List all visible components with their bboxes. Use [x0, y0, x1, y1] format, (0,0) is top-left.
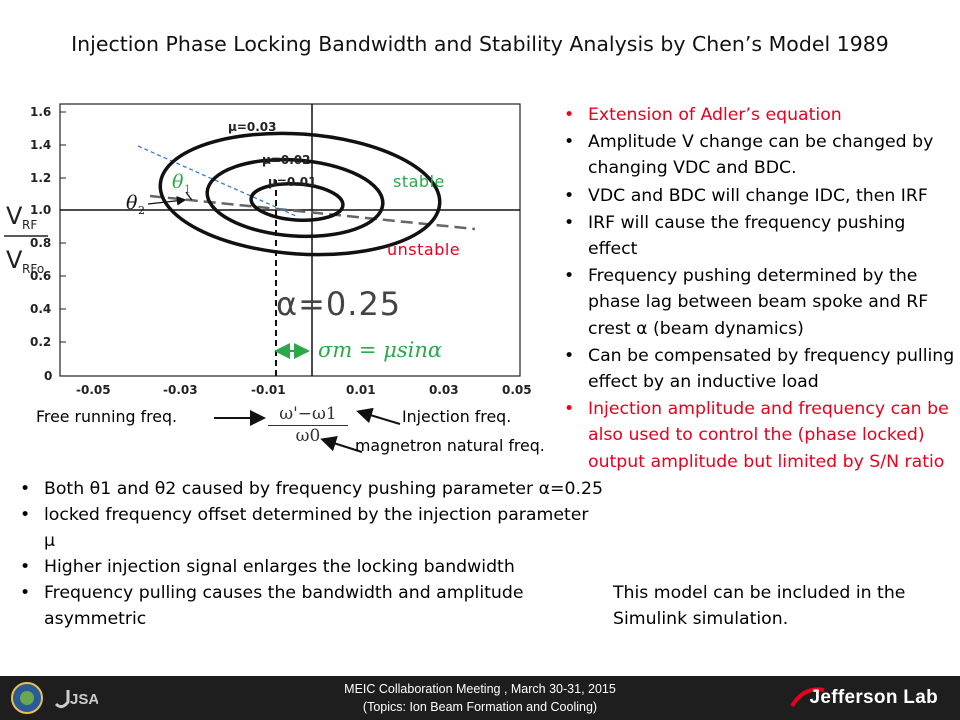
left-bullet: Higher injection signal enlarges the loc…	[14, 554, 604, 580]
right-bullet: Injection amplitude and frequency can be…	[558, 396, 958, 475]
x-tick-labels: -0.05 -0.03 -0.01 0.01 0.03 0.05	[76, 383, 532, 397]
x-axis-expression: ω'−ω1 ω0	[268, 404, 348, 446]
x-tick-label: -0.05	[76, 383, 111, 397]
y-tick-label: 1.6	[30, 105, 51, 119]
simulink-note: This model can be included in the Simuli…	[613, 583, 906, 629]
unstable-label: unstable	[387, 240, 461, 259]
y-tick-label: 0	[44, 369, 52, 383]
y-tick-label: 1.0	[30, 203, 51, 217]
right-bullet: Extension of Adler’s equation	[558, 102, 958, 128]
injection-freq-label: Injection freq.	[402, 407, 512, 426]
y-tick-label: 0.2	[30, 335, 51, 349]
x-tick-label: 0.05	[502, 383, 532, 397]
left-bullet: locked frequency offset determined by th…	[14, 502, 604, 554]
slide-title: Injection Phase Locking Bandwidth and St…	[71, 32, 889, 56]
right-bullet: VDC and BDC will change IDC, then IRF	[558, 183, 958, 209]
theta2-sub: 2	[138, 204, 145, 217]
footer-bar: JSA MEIC Collaboration Meeting , March 3…	[0, 676, 960, 720]
y-tick-label: 0.4	[30, 302, 51, 316]
free-running-label: Free running freq.	[36, 407, 177, 426]
left-bullet: Frequency pulling causes the bandwidth a…	[14, 580, 604, 632]
y-label-top-sub: RF	[22, 218, 37, 232]
footer-meeting: MEIC Collaboration Meeting , March 30-31…	[344, 682, 616, 696]
x-tick-label: -0.03	[163, 383, 198, 397]
jsa-logo-text: JSA	[70, 691, 98, 708]
theta1-sub: 1	[184, 183, 191, 196]
mu-label: μ=0.02	[262, 153, 311, 167]
y-tick-label: 0.6	[30, 269, 51, 283]
y-tick-label: 0.8	[30, 236, 51, 250]
right-bullet: Amplitude V change can be changed by cha…	[558, 129, 958, 181]
left-bullet: Both θ1 and θ2 caused by frequency pushi…	[14, 476, 604, 502]
right-bullet-list: Extension of Adler’s equationAmplitude V…	[558, 102, 958, 476]
right-bullet: Frequency pushing determined by the phas…	[558, 263, 958, 342]
theta2-label: θ	[126, 192, 138, 214]
alpha-label: α=0.25	[276, 285, 402, 323]
sigma-formula: σm = μsinα	[318, 338, 443, 362]
y-label-top: V	[6, 202, 23, 230]
right-bullet: IRF will cause the frequency pushing eff…	[558, 210, 958, 262]
plot-frame	[59, 103, 521, 377]
stability-boundary-line	[149, 194, 476, 231]
mu-contour-001	[249, 182, 345, 222]
y-tick-labels: 1.6 1.4 1.2 1.0 0.8 0.6 0.4 0.2 0	[30, 105, 52, 383]
x-axis-expr-numerator: ω'−ω1	[268, 404, 348, 426]
jlab-swoosh-icon	[790, 687, 825, 708]
mu-contour-003	[158, 131, 442, 257]
mu-label: μ=0.01	[268, 175, 317, 189]
x-tick-label: 0.01	[346, 383, 376, 397]
footer-topics: (Topics: Ion Beam Formation and Cooling)	[362, 700, 598, 714]
stable-label: stable	[393, 172, 445, 191]
theta1-arrow	[185, 191, 193, 201]
y-axis-label: V RF V RFo	[4, 202, 48, 276]
jsa-logo-icon: JSA	[54, 690, 98, 709]
theta1-label: θ	[172, 171, 184, 193]
left-bullet-list: Both θ1 and θ2 caused by frequency pushi…	[14, 476, 604, 632]
magnetron-freq-label: magnetron natural freq.	[355, 436, 545, 455]
right-bullet: Can be compensated by frequency pulling …	[558, 343, 958, 395]
y-label-bottom-sub: RFo	[22, 262, 44, 276]
mu-label: μ=0.03	[228, 120, 277, 134]
mu-contour-002	[205, 157, 385, 239]
x-tick-label: 0.03	[429, 383, 459, 397]
theta2-arrow	[147, 196, 187, 206]
doe-seal-icon	[11, 682, 43, 714]
y-tick-label: 1.2	[30, 171, 51, 185]
jefferson-lab-logo: Jefferson Lab	[809, 687, 938, 708]
y-tick-label: 1.4	[30, 138, 51, 152]
x-tick-label: -0.01	[251, 383, 286, 397]
y-tick-marks	[60, 111, 66, 377]
y-label-bottom: V	[6, 246, 23, 274]
theta1-line	[137, 145, 297, 217]
x-axis-expr-denominator: ω0	[295, 426, 321, 446]
x-axis-arrows	[214, 407, 401, 453]
injection-locking-plot: 1.6 1.4 1.2 1.0 0.8 0.6 0.4 0.2 0 -0.05 …	[4, 103, 532, 397]
